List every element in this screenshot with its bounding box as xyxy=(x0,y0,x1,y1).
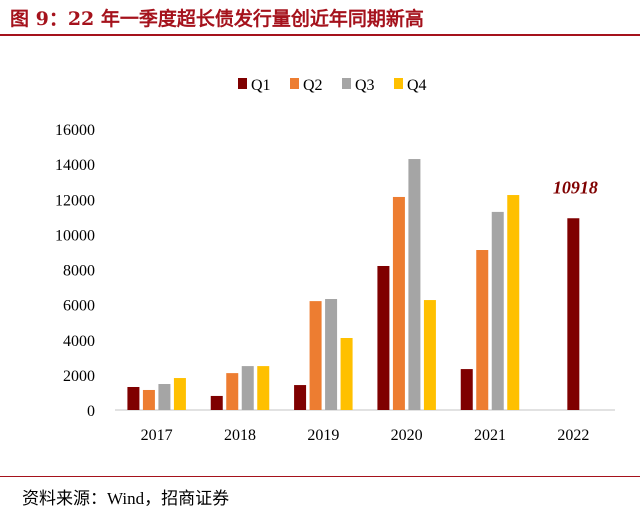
bar-q1-2021 xyxy=(460,369,473,410)
bar-q3-2019 xyxy=(325,299,338,410)
bar-q2-2017 xyxy=(142,389,155,410)
bar-q3-2018 xyxy=(241,366,254,410)
legend-swatch-q3 xyxy=(342,78,351,89)
x-tick-label: 2019 xyxy=(307,427,339,444)
y-tick-label: 16000 xyxy=(55,122,95,139)
source-note: 资料来源：Wind，招商证券 xyxy=(22,489,230,508)
x-tick-label: 2022 xyxy=(557,427,589,444)
bar-q4-2018 xyxy=(257,366,270,410)
bar-q3-2017 xyxy=(158,384,171,410)
x-tick-label: 2017 xyxy=(141,427,173,444)
bar-q4-2017 xyxy=(173,378,186,410)
bar-q2-2019 xyxy=(309,301,322,410)
bar-q1-2020 xyxy=(377,265,390,410)
y-tick-label: 2000 xyxy=(63,368,95,385)
legend-label: Q4 xyxy=(407,77,427,94)
y-tick-label: 10000 xyxy=(55,227,95,244)
bar-q1-2019 xyxy=(294,385,307,410)
bar-q4-2020 xyxy=(423,300,436,410)
x-tick-label: 2018 xyxy=(224,427,256,444)
legend-label: Q3 xyxy=(355,77,375,94)
bar-q2-2020 xyxy=(392,196,405,410)
legend-label: Q2 xyxy=(303,77,323,94)
y-tick-label: 12000 xyxy=(55,192,95,209)
bar-q3-2021 xyxy=(491,211,504,410)
legend-swatch-q1 xyxy=(238,78,247,89)
bar-q2-2021 xyxy=(476,250,489,410)
legend-swatch-q2 xyxy=(290,78,299,89)
bar-q4-2019 xyxy=(340,337,353,410)
y-tick-label: 8000 xyxy=(63,263,95,280)
bar-q2-2018 xyxy=(226,373,239,410)
title-divider xyxy=(0,34,640,36)
y-tick-label: 14000 xyxy=(55,157,95,174)
x-tick-label: 2020 xyxy=(391,427,423,444)
bar-q1-2018 xyxy=(210,395,223,410)
figure-title: 图 9：22 年一季度超长债发行量创近年同期新高 xyxy=(10,8,424,30)
data-label: 10918 xyxy=(553,177,598,197)
legend-swatch-q4 xyxy=(394,78,403,89)
y-tick-label: 0 xyxy=(87,403,95,420)
x-tick-label: 2021 xyxy=(474,427,506,444)
bar-q1-2022 xyxy=(567,218,580,410)
y-tick-label: 6000 xyxy=(63,298,95,315)
source-divider xyxy=(0,476,640,477)
bar-q3-2020 xyxy=(408,159,421,410)
bar-q1-2017 xyxy=(127,386,140,410)
legend-label: Q1 xyxy=(251,77,271,94)
y-tick-label: 4000 xyxy=(63,333,95,350)
bar-chart: 0 2000 4000 6000 8000 10000 12000 14000 16000 201… xyxy=(55,77,615,444)
bar-q4-2021 xyxy=(507,195,520,410)
